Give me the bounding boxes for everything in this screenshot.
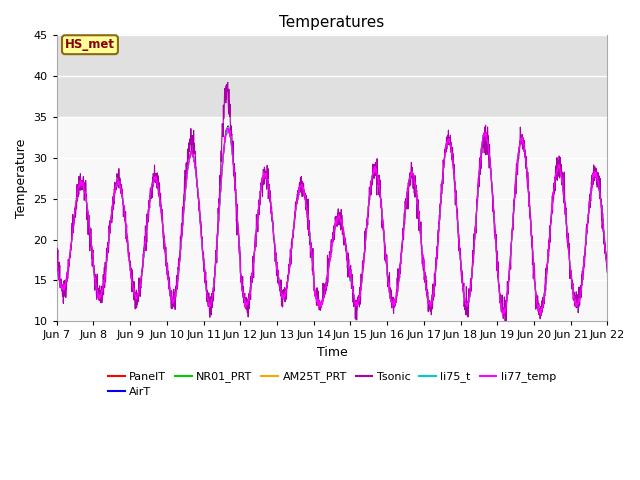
AM25T_PRT [81,190,89,195]
NR01_PRT [53,259,61,265]
li75_t [588,182,595,188]
li77_temp [224,126,232,132]
li77_temp [487,166,495,171]
li77_temp [588,188,595,194]
NR01_PRT [588,185,595,191]
NR01_PRT [588,181,596,187]
Tsonic [487,162,495,168]
NR01_PRT [500,311,508,317]
li77_temp [321,289,328,295]
Text: HS_met: HS_met [65,38,115,51]
Tsonic [81,180,89,186]
NR01_PRT [81,190,89,196]
PanelT [321,288,328,294]
li75_t [487,165,495,171]
AirT [321,292,328,298]
Line: PanelT: PanelT [57,126,607,315]
AM25T_PRT [604,267,611,273]
Line: li77_temp: li77_temp [57,129,607,315]
li77_temp [537,312,545,318]
PanelT [604,269,611,275]
Line: NR01_PRT: NR01_PRT [57,128,607,314]
PanelT [225,123,232,129]
li77_temp [307,238,314,243]
NR01_PRT [321,288,328,294]
AM25T_PRT [487,167,495,172]
li75_t [588,181,596,187]
Tsonic [501,320,509,326]
Tsonic [588,187,595,192]
X-axis label: Time: Time [317,346,348,359]
AM25T_PRT [307,234,314,240]
li75_t [321,288,328,294]
Title: Temperatures: Temperatures [280,15,385,30]
NR01_PRT [604,266,611,272]
PanelT [536,312,543,318]
li75_t [81,192,89,197]
AM25T_PRT [225,125,232,131]
AM25T_PRT [321,288,328,294]
NR01_PRT [224,125,232,131]
li77_temp [81,189,89,195]
li75_t [307,234,314,240]
AM25T_PRT [500,311,508,317]
li75_t [500,312,508,317]
Line: li75_t: li75_t [57,127,607,314]
AirT [499,312,507,318]
NR01_PRT [307,236,314,241]
Line: AM25T_PRT: AM25T_PRT [57,128,607,314]
AirT [53,259,61,265]
Bar [57,36,607,117]
AM25T_PRT [588,180,596,186]
PanelT [487,166,495,171]
Tsonic [307,239,314,244]
AM25T_PRT [53,258,61,264]
Tsonic [224,80,232,85]
li77_temp [53,256,61,262]
AirT [487,168,495,174]
AirT [307,234,314,240]
Y-axis label: Temperature: Temperature [15,139,28,218]
PanelT [307,235,314,241]
Line: AirT: AirT [57,126,607,315]
AirT [224,123,232,129]
PanelT [53,258,61,264]
Tsonic [604,264,611,270]
li75_t [53,259,61,265]
PanelT [81,190,89,196]
PanelT [588,184,596,190]
li75_t [225,124,232,130]
Tsonic [53,258,61,264]
Legend: PanelT, AirT, NR01_PRT, AM25T_PRT, Tsonic, li75_t, li77_temp: PanelT, AirT, NR01_PRT, AM25T_PRT, Tsoni… [104,367,561,401]
AirT [604,270,611,276]
AirT [588,183,595,189]
Tsonic [321,291,328,297]
AM25T_PRT [588,181,595,187]
AirT [588,183,596,189]
li77_temp [604,268,611,274]
li75_t [604,269,611,275]
AirT [81,187,89,193]
Line: Tsonic: Tsonic [57,83,607,323]
Tsonic [588,172,596,178]
NR01_PRT [487,167,495,173]
li77_temp [588,182,596,188]
PanelT [588,183,595,189]
